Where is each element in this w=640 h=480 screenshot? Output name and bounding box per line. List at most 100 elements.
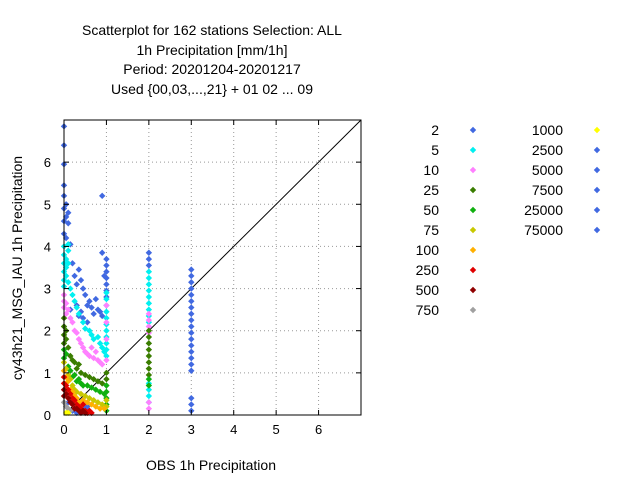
data-point <box>92 348 100 355</box>
data-point <box>75 407 83 414</box>
legend-marker <box>469 286 477 294</box>
data-point <box>73 405 80 412</box>
legend-marker <box>469 186 477 194</box>
data-point <box>62 335 70 343</box>
data-point <box>65 209 72 216</box>
data-point <box>145 392 153 400</box>
data-point <box>188 266 195 273</box>
data-point <box>88 344 95 351</box>
data-point <box>145 386 153 393</box>
x-tick-label: 5 <box>273 422 280 437</box>
legend-marker <box>469 266 477 274</box>
legend-label: 75000 <box>524 222 563 238</box>
data-point <box>94 378 102 385</box>
data-point <box>62 234 70 242</box>
data-point <box>188 310 195 318</box>
data-point <box>103 335 110 343</box>
legend-marker <box>593 186 601 194</box>
data-point <box>103 357 110 364</box>
data-point <box>75 310 83 318</box>
data-point <box>94 306 102 313</box>
x-tick-label: 0 <box>60 422 67 437</box>
legend-marker <box>469 226 477 234</box>
data-point <box>88 409 95 417</box>
legend: 2510255075100250500750100025005000750025… <box>416 122 601 318</box>
data-point <box>103 289 110 296</box>
x-tick-label: 1 <box>103 422 110 437</box>
data-point <box>79 382 87 389</box>
data-point <box>71 298 78 305</box>
data-point <box>145 375 153 383</box>
data-point <box>73 281 80 288</box>
data-point <box>145 306 153 313</box>
data-point <box>145 399 153 406</box>
legend-marker <box>593 226 601 234</box>
legend-label: 75 <box>423 222 439 238</box>
legend-label: 2500 <box>532 142 563 158</box>
data-point <box>103 327 110 334</box>
data-point <box>73 329 80 337</box>
data-point <box>92 295 100 303</box>
data-point <box>65 409 72 417</box>
title-line: Scatterplot for 162 stations Selection: … <box>82 22 342 38</box>
data-point <box>188 304 195 311</box>
data-point <box>145 310 153 318</box>
legend-label: 5 <box>431 142 439 158</box>
legend-marker <box>469 246 477 254</box>
data-point <box>103 319 110 326</box>
data-point <box>188 348 195 355</box>
data-point <box>188 367 195 374</box>
data-point <box>103 302 110 309</box>
data-points <box>60 123 195 417</box>
data-point <box>75 266 83 273</box>
data-point <box>188 354 195 362</box>
data-point <box>188 329 195 337</box>
data-point <box>98 192 106 200</box>
y-tick-label: 2 <box>44 324 51 339</box>
data-point <box>98 249 106 256</box>
y-tick-label: 0 <box>44 408 51 423</box>
data-point <box>103 262 110 269</box>
legend-marker <box>593 206 601 214</box>
y-tick-label: 3 <box>44 282 51 297</box>
data-point <box>94 333 102 341</box>
data-point <box>188 335 195 343</box>
y-tick-label: 4 <box>44 239 51 254</box>
data-point <box>145 249 153 256</box>
data-point <box>88 304 95 311</box>
data-point <box>145 340 153 347</box>
data-point <box>145 281 153 288</box>
data-point <box>145 293 153 301</box>
data-point <box>103 388 110 396</box>
data-point <box>90 375 97 383</box>
data-point <box>145 346 153 353</box>
data-point <box>65 260 72 267</box>
data-point <box>62 350 70 358</box>
title-line: 1h Precipitation [mm/1h] <box>136 41 288 58</box>
data-point <box>84 319 91 326</box>
data-point <box>188 342 195 349</box>
data-point <box>79 285 87 292</box>
data-point <box>188 361 195 368</box>
title-line: Period: 20201204-20201217 <box>123 61 301 77</box>
data-point <box>103 268 110 275</box>
legend-marker <box>469 126 477 134</box>
legend-label: 25 <box>423 182 439 198</box>
x-tick-label: 2 <box>145 422 152 437</box>
data-point <box>75 375 83 383</box>
data-point <box>145 359 153 366</box>
data-point <box>96 405 104 412</box>
legend-label: 100 <box>416 242 440 258</box>
legend-label: 500 <box>416 282 440 298</box>
legend-label: 50 <box>423 202 439 218</box>
legend-label: 750 <box>416 302 440 318</box>
data-point <box>188 291 195 299</box>
data-point <box>145 327 153 334</box>
data-point <box>145 287 153 294</box>
data-point <box>103 346 110 353</box>
axis-ticks: 0 1 2 3 4 5 6 0 1 2 3 4 5 6 <box>44 120 361 437</box>
y-axis-label: cy43h21_MSG_IAU 1h Precipitation <box>9 156 25 380</box>
data-point <box>188 323 195 330</box>
data-point <box>65 378 72 385</box>
